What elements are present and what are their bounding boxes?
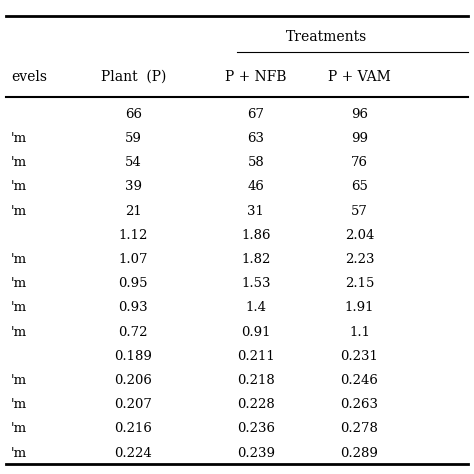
Text: 65: 65 xyxy=(351,181,368,193)
Text: P + VAM: P + VAM xyxy=(328,70,391,84)
Text: 1.82: 1.82 xyxy=(241,253,271,266)
Text: 0.236: 0.236 xyxy=(237,422,275,435)
Text: 31: 31 xyxy=(247,205,264,218)
Text: 1.91: 1.91 xyxy=(345,301,374,314)
Text: 0.211: 0.211 xyxy=(237,350,275,363)
Text: 63: 63 xyxy=(247,132,264,145)
Text: 0.239: 0.239 xyxy=(237,447,275,459)
Text: 'm: 'm xyxy=(11,253,27,266)
Text: 'm: 'm xyxy=(11,156,27,169)
Text: Treatments: Treatments xyxy=(286,30,367,44)
Text: 0.228: 0.228 xyxy=(237,398,275,411)
Text: 59: 59 xyxy=(125,132,142,145)
Text: 'm: 'm xyxy=(11,422,27,435)
Text: 1.07: 1.07 xyxy=(118,253,148,266)
Text: 0.278: 0.278 xyxy=(341,422,378,435)
Text: 0.216: 0.216 xyxy=(114,422,152,435)
Text: 2.04: 2.04 xyxy=(345,229,374,242)
Text: 0.189: 0.189 xyxy=(114,350,152,363)
Text: 'm: 'm xyxy=(11,205,27,218)
Text: 'm: 'm xyxy=(11,398,27,411)
Text: 'm: 'm xyxy=(11,447,27,459)
Text: 0.91: 0.91 xyxy=(241,326,271,338)
Text: 'm: 'm xyxy=(11,132,27,145)
Text: 54: 54 xyxy=(125,156,142,169)
Text: 0.206: 0.206 xyxy=(114,374,152,387)
Text: 0.246: 0.246 xyxy=(341,374,378,387)
Text: 39: 39 xyxy=(125,181,142,193)
Text: 96: 96 xyxy=(351,108,368,121)
Text: 1.1: 1.1 xyxy=(349,326,370,338)
Text: 0.289: 0.289 xyxy=(341,447,378,459)
Text: 57: 57 xyxy=(351,205,368,218)
Text: 2.23: 2.23 xyxy=(345,253,374,266)
Text: 1.86: 1.86 xyxy=(241,229,271,242)
Text: 'm: 'm xyxy=(11,326,27,338)
Text: 0.231: 0.231 xyxy=(341,350,378,363)
Text: P + NFB: P + NFB xyxy=(225,70,287,84)
Text: 1.4: 1.4 xyxy=(246,301,266,314)
Text: evels: evels xyxy=(11,70,47,84)
Text: 0.72: 0.72 xyxy=(118,326,148,338)
Text: 58: 58 xyxy=(247,156,264,169)
Text: 1.53: 1.53 xyxy=(241,277,271,290)
Text: 0.93: 0.93 xyxy=(118,301,148,314)
Text: 21: 21 xyxy=(125,205,142,218)
Text: 76: 76 xyxy=(351,156,368,169)
Text: 'm: 'm xyxy=(11,277,27,290)
Text: 'm: 'm xyxy=(11,181,27,193)
Text: 2.15: 2.15 xyxy=(345,277,374,290)
Text: Plant  (P): Plant (P) xyxy=(100,70,166,84)
Text: 'm: 'm xyxy=(11,301,27,314)
Text: 0.263: 0.263 xyxy=(340,398,379,411)
Text: 0.218: 0.218 xyxy=(237,374,275,387)
Text: 99: 99 xyxy=(351,132,368,145)
Text: 0.95: 0.95 xyxy=(118,277,148,290)
Text: 'm: 'm xyxy=(11,374,27,387)
Text: 0.207: 0.207 xyxy=(114,398,152,411)
Text: 67: 67 xyxy=(247,108,264,121)
Text: 0.224: 0.224 xyxy=(114,447,152,459)
Text: 46: 46 xyxy=(247,181,264,193)
Text: 1.12: 1.12 xyxy=(118,229,148,242)
Text: 66: 66 xyxy=(125,108,142,121)
